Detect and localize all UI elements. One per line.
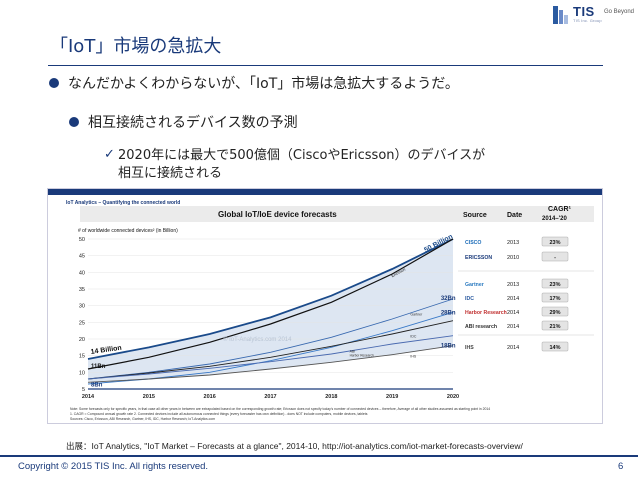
annotation-28bn: 28Bn <box>441 310 456 316</box>
table-cagr-cell: 29% <box>549 310 560 316</box>
checkmark-icon: ✓ <box>104 147 115 162</box>
logo-text: TIS <box>573 4 595 19</box>
annotation-18bn: 18Bn <box>441 344 456 350</box>
logo-subtext: TIS Inc. Group <box>573 18 602 23</box>
table-source-cell: CISCO <box>465 240 481 246</box>
footer-divider <box>0 455 638 457</box>
table-cagr-box <box>541 236 569 247</box>
table-date-cell: 2014 <box>507 296 519 302</box>
x-tick-label: 2019 <box>386 394 398 400</box>
x-tick-label: 2014 <box>82 394 95 400</box>
table-date-cell: 2014 <box>507 345 519 351</box>
table-source-cell: IHS <box>465 345 474 351</box>
annotation-32bn: 32Bn <box>441 296 456 302</box>
annotation-ericsson: Ericsson <box>390 267 406 279</box>
bullet-detail-line2: 相互に接続される <box>118 166 223 181</box>
table-source-cell: IDC <box>465 296 474 302</box>
annotation-gartner: Gartner <box>410 313 423 317</box>
fine-print-defs: 1. CAGR = Compound annual growth rate 2.… <box>70 412 368 416</box>
annotation-harbor: Harbor Research <box>350 353 374 357</box>
x-tick-label: 2015 <box>143 394 155 400</box>
bullet-detail-line1: 2020年には最大で500億個（CiscoやEricsson）のデバイスが <box>118 148 486 163</box>
table-cagr-cell: 23% <box>549 282 560 288</box>
col-source: Source <box>463 212 487 219</box>
bullet-detail: 2020年には最大で500億個（CiscoやEricsson）のデバイスが 相互… <box>118 147 485 183</box>
series-line-ihs <box>87 345 454 383</box>
y-tick-label: 30 <box>79 304 85 310</box>
annotation-abi: ABI <box>350 349 356 353</box>
series-line-cisco <box>87 238 454 360</box>
y-tick-label: 15 <box>79 354 85 360</box>
table-cagr-cell: 14% <box>549 345 560 351</box>
series-line-idc <box>87 335 454 380</box>
table-source-cell: Gartner <box>465 282 484 288</box>
logo-tagline: Go Beyond <box>604 9 635 15</box>
table-date-cell: 2013 <box>507 282 519 288</box>
series-line-harbor-research <box>87 298 454 380</box>
chart-title: Global IoT/IoE device forecasts <box>218 210 337 219</box>
title-divider <box>48 65 603 66</box>
series-line-abi <box>87 320 454 380</box>
fine-print-note: Note: Some forecasts only for specific y… <box>70 407 490 411</box>
col-date: Date <box>507 212 522 219</box>
source-table: CISCO 2013 23% ERICSSON 2010 - Gartner 2013 23% I… <box>458 236 594 352</box>
page-number: 6 <box>618 461 624 472</box>
series-line-ericsson <box>87 238 454 370</box>
y-tick-label: 10 <box>79 370 85 376</box>
table-source-cell: ERICSSON <box>465 255 492 261</box>
table-cagr-box <box>541 341 569 352</box>
y-tick-label: 40 <box>79 270 85 276</box>
slide-title: 「IoT」市場の急拡大 <box>50 36 222 57</box>
annotation-8bn: 8Bn <box>91 382 103 388</box>
table-date-cell: 2014 <box>507 324 519 330</box>
table-cagr-cell: 23% <box>549 240 560 246</box>
x-tick-label: 2018 <box>325 394 337 400</box>
table-cagr-box <box>541 320 569 331</box>
table-cagr-box <box>541 292 569 303</box>
chart-watermark: © IoT-Analytics.com 2014 <box>223 336 292 343</box>
table-source-cell: ABI research <box>465 324 497 330</box>
logo-mark-icon <box>553 6 568 24</box>
bullet-main: なんだかよくわからないが、「IoT」市場は急拡大するようだ。 <box>68 76 459 92</box>
table-date-cell: 2013 <box>507 240 519 246</box>
annotation-idc: IDC <box>410 334 417 338</box>
y-tick-label: 20 <box>79 337 85 343</box>
table-cagr-box <box>541 306 569 317</box>
x-tick-label: 2017 <box>264 394 276 400</box>
x-tick-label: 2020 <box>447 394 459 400</box>
table-date-cell: 2010 <box>507 255 519 261</box>
y-tick-label: 45 <box>79 254 85 260</box>
annotation-ihs: IHS <box>410 354 417 358</box>
annotation-14bn: 14 Billion <box>90 345 122 356</box>
table-cagr-cell: 17% <box>549 296 560 302</box>
col-cagr-range: 2014–'20 <box>542 216 567 222</box>
figure-header: IoT Analytics – Quantifying the connecte… <box>66 200 180 206</box>
bullet-dot-icon <box>49 78 59 88</box>
copyright-text: Copyright © 2015 TIS Inc. All rights res… <box>18 461 209 472</box>
company-logo: TIS TIS Inc. Group Go Beyond <box>553 4 635 24</box>
y-tick-label: 35 <box>79 287 85 293</box>
source-citation: 出展：IoT Analytics, "IoT Market – Forecast… <box>66 441 523 451</box>
bullet-dot-icon <box>69 117 79 127</box>
forecast-range-band <box>88 239 453 383</box>
plot-area: 5 10 15 20 25 30 35 40 45 50 2014 2015 2016 2017 2018 2… <box>79 233 459 400</box>
bullet-sub: 相互接続されるデバイス数の予測 <box>88 115 298 131</box>
chart-ylabel: # of worldwide connected devices² (in Bi… <box>78 228 178 234</box>
table-date-cell: 2014 <box>507 310 519 316</box>
table-source-cell: Harbor Research <box>465 310 507 316</box>
y-tick-label: 5 <box>82 387 85 393</box>
col-cagr: CAGR¹ <box>548 206 572 213</box>
forecast-figure: IoT Analytics – Quantifying the connecte… <box>47 188 603 424</box>
x-tick-label: 2016 <box>204 394 216 400</box>
table-cagr-box <box>541 278 569 289</box>
annotation-11bn: 11Bn <box>91 364 106 370</box>
fine-print-sources: Sources: Cisco, Ericsson, ABI Research, … <box>70 417 215 421</box>
forecast-chart: IoT Analytics – Quantifying the connecte… <box>48 189 602 421</box>
table-cagr-cell: 21% <box>549 324 560 330</box>
table-cagr-box <box>541 251 569 262</box>
table-cagr-cell: - <box>554 255 556 261</box>
y-tick-label: 25 <box>79 320 85 326</box>
y-tick-label: 50 <box>79 237 85 243</box>
